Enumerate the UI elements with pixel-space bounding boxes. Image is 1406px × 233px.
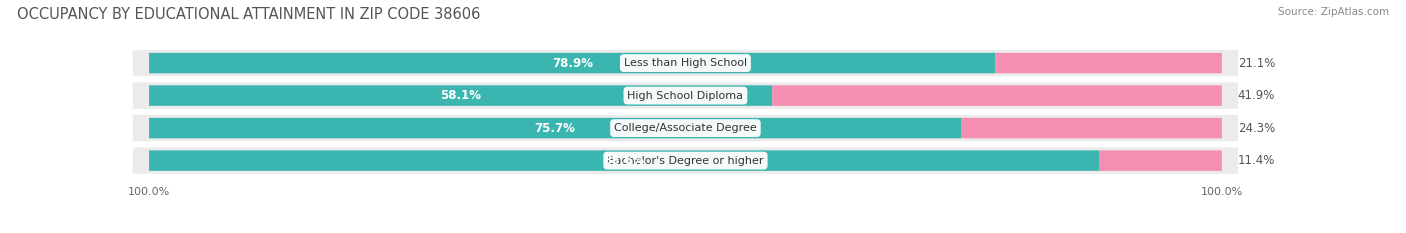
- Text: Less than High School: Less than High School: [624, 58, 747, 68]
- Text: 58.1%: 58.1%: [440, 89, 481, 102]
- Text: College/Associate Degree: College/Associate Degree: [614, 123, 756, 133]
- Text: 78.9%: 78.9%: [551, 57, 593, 70]
- FancyBboxPatch shape: [772, 85, 1222, 106]
- FancyBboxPatch shape: [149, 53, 995, 73]
- FancyBboxPatch shape: [132, 147, 1239, 174]
- Text: 11.4%: 11.4%: [1237, 154, 1275, 167]
- FancyBboxPatch shape: [149, 118, 962, 138]
- FancyBboxPatch shape: [1099, 150, 1222, 171]
- Text: 24.3%: 24.3%: [1237, 122, 1275, 135]
- FancyBboxPatch shape: [132, 50, 1239, 76]
- Text: 88.6%: 88.6%: [603, 154, 645, 167]
- Text: 75.7%: 75.7%: [534, 122, 575, 135]
- Text: OCCUPANCY BY EDUCATIONAL ATTAINMENT IN ZIP CODE 38606: OCCUPANCY BY EDUCATIONAL ATTAINMENT IN Z…: [17, 7, 481, 22]
- FancyBboxPatch shape: [132, 82, 1239, 109]
- Text: 41.9%: 41.9%: [1237, 89, 1275, 102]
- FancyBboxPatch shape: [132, 115, 1239, 141]
- Text: Source: ZipAtlas.com: Source: ZipAtlas.com: [1278, 7, 1389, 17]
- FancyBboxPatch shape: [149, 85, 772, 106]
- FancyBboxPatch shape: [962, 118, 1222, 138]
- FancyBboxPatch shape: [995, 53, 1222, 73]
- Text: Bachelor's Degree or higher: Bachelor's Degree or higher: [607, 156, 763, 166]
- Text: High School Diploma: High School Diploma: [627, 91, 744, 101]
- Text: 21.1%: 21.1%: [1237, 57, 1275, 70]
- FancyBboxPatch shape: [149, 150, 1099, 171]
